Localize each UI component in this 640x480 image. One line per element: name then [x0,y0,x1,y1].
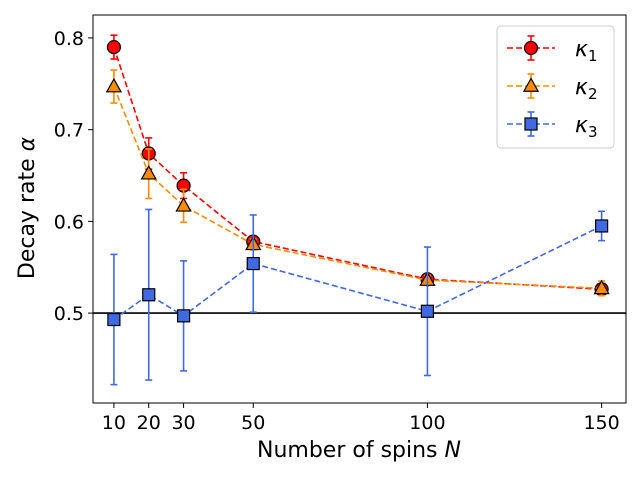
legend-entry: κ3 [507,111,598,141]
legend-marker [523,40,539,56]
x-tick-label: 10 [102,412,126,434]
data-point [105,77,123,93]
data-point [593,279,610,295]
series-line [113,225,602,321]
axes-frame [92,14,627,404]
data-point [420,304,435,318]
legend-label: κ2 [575,75,598,103]
y-tick-label: 0.5 [54,303,84,325]
x-tick-label: 150 [583,412,619,434]
y-tick-label: 0.6 [54,211,84,233]
y-tick-label: 0.7 [54,120,84,142]
data-point [140,164,157,180]
x-tick-label: 100 [409,412,445,434]
x-tick-label: 20 [137,412,161,434]
data-point [107,312,121,327]
data-point [106,40,122,55]
x-tick-label: 30 [171,412,195,434]
legend-entry: κ2 [507,73,598,103]
legend-entry: κ1 [507,35,598,65]
data-point [595,219,609,233]
x-tick-label: 50 [241,412,265,434]
data-point [142,288,156,302]
axes: 10 20 30 50 100 150 0.5 0.6 0.7 0.8 [54,14,627,434]
plot-area [93,34,626,386]
y-tick-label: 0.8 [54,28,84,50]
legend-label: κ1 [575,37,598,65]
y-axis-label: Decay rate α [15,136,40,279]
legend-label: κ3 [575,113,598,141]
data-point [175,197,192,212]
legend-marker [524,117,538,131]
series-line [113,86,602,290]
legend: κ1 κ2 κ3 [496,25,615,149]
data-point [176,309,191,323]
data-point [246,256,260,271]
legend-marker [522,77,540,92]
x-axis-label: Number of spins N [257,438,461,463]
series-κ3 [107,208,609,386]
